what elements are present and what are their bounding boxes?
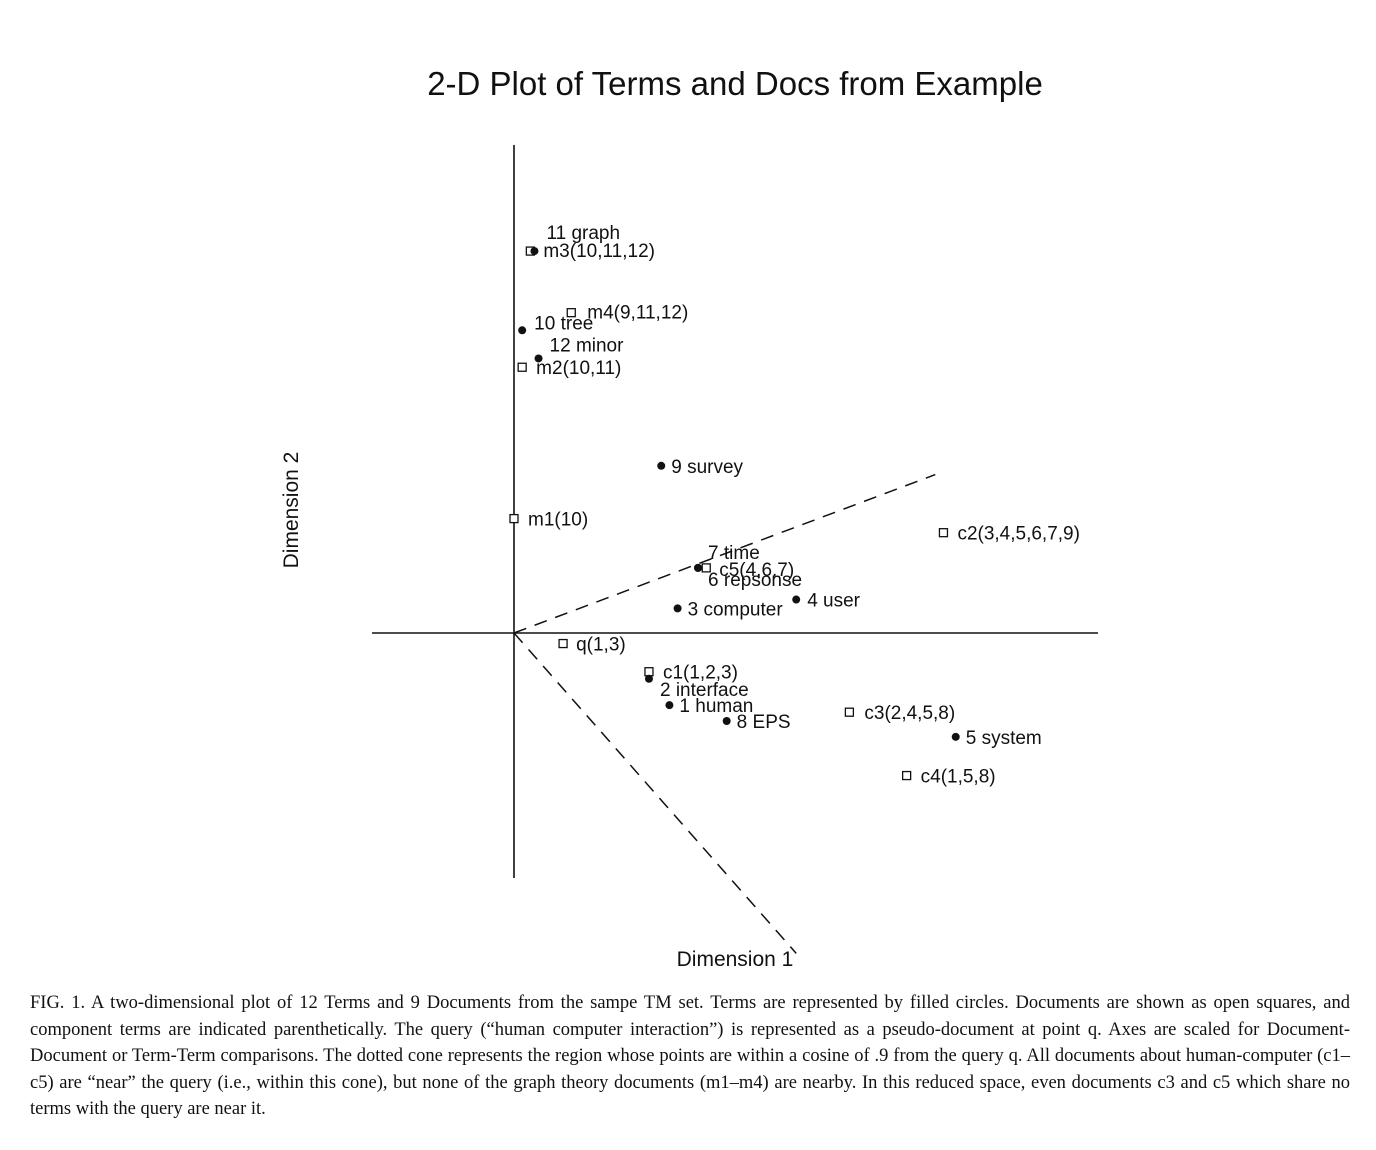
term-label: 6 repsonse [708, 570, 802, 591]
figure-caption: FIG. 1. A two-dimensional plot of 12 Ter… [30, 993, 1350, 1119]
document-marker [844, 707, 855, 717]
document-label: c5(4,6,7) [719, 560, 794, 581]
term-label: 8 EPS [737, 712, 791, 733]
document-label: m2(10,11) [536, 358, 621, 379]
term-label: 5 system [966, 728, 1042, 749]
document-label: m4(9,11,12) [587, 303, 688, 324]
term-label: 4 user [807, 591, 860, 612]
document-marker [644, 667, 654, 677]
document-label: c1(1,2,3) [663, 663, 738, 684]
document-label: q(1,3) [576, 635, 626, 656]
term-marker [530, 247, 539, 256]
term-label: 10 tree [534, 313, 593, 334]
document-marker [509, 513, 519, 524]
term-marker [673, 604, 682, 613]
document-marker [938, 528, 949, 538]
document-label: m3(10,11,12) [543, 241, 655, 262]
y-axis-label: Dimension 2 [280, 452, 303, 569]
term-label: 9 survey [671, 457, 743, 478]
document-label: c3(2,4,5,8) [864, 703, 955, 724]
x-axis-label: Dimension 1 [677, 948, 794, 971]
document-marker [566, 308, 576, 318]
term-label: 3 computer [688, 599, 784, 620]
term-marker [657, 461, 666, 470]
document-label: c2(3,4,5,6,7,9) [957, 524, 1080, 545]
term-label: 12 minor [550, 335, 625, 356]
term-marker [792, 595, 801, 604]
scatter-plot: 2-D Plot of Terms and Docs from Example … [280, 65, 1098, 971]
cone-lower-boundary [513, 632, 797, 954]
term-marker [722, 717, 731, 725]
cone-upper-boundary [513, 473, 936, 634]
term-marker [694, 563, 703, 572]
term-marker [534, 354, 543, 363]
document-marker [701, 563, 711, 573]
term-marker [644, 674, 653, 683]
term-label: 11 graph [546, 223, 620, 244]
document-marker [517, 362, 527, 372]
document-marker [558, 638, 568, 649]
term-label: 1 human [679, 696, 753, 717]
document-label: c4(1,5,8) [921, 767, 996, 788]
term-label: 7 time [708, 543, 760, 564]
document-marker [901, 770, 912, 781]
term-marker [665, 701, 674, 710]
chart-title: 2-D Plot of Terms and Docs from Example [427, 65, 1043, 102]
term-marker [518, 326, 527, 335]
term-label: 2 interface [660, 680, 749, 701]
plot-marks: m3(10,11,12) m4(9,11,12) m2(10,11) m1(10) c2… [509, 223, 1080, 788]
document-label: m1(10) [528, 510, 588, 531]
term-marker [951, 732, 960, 741]
